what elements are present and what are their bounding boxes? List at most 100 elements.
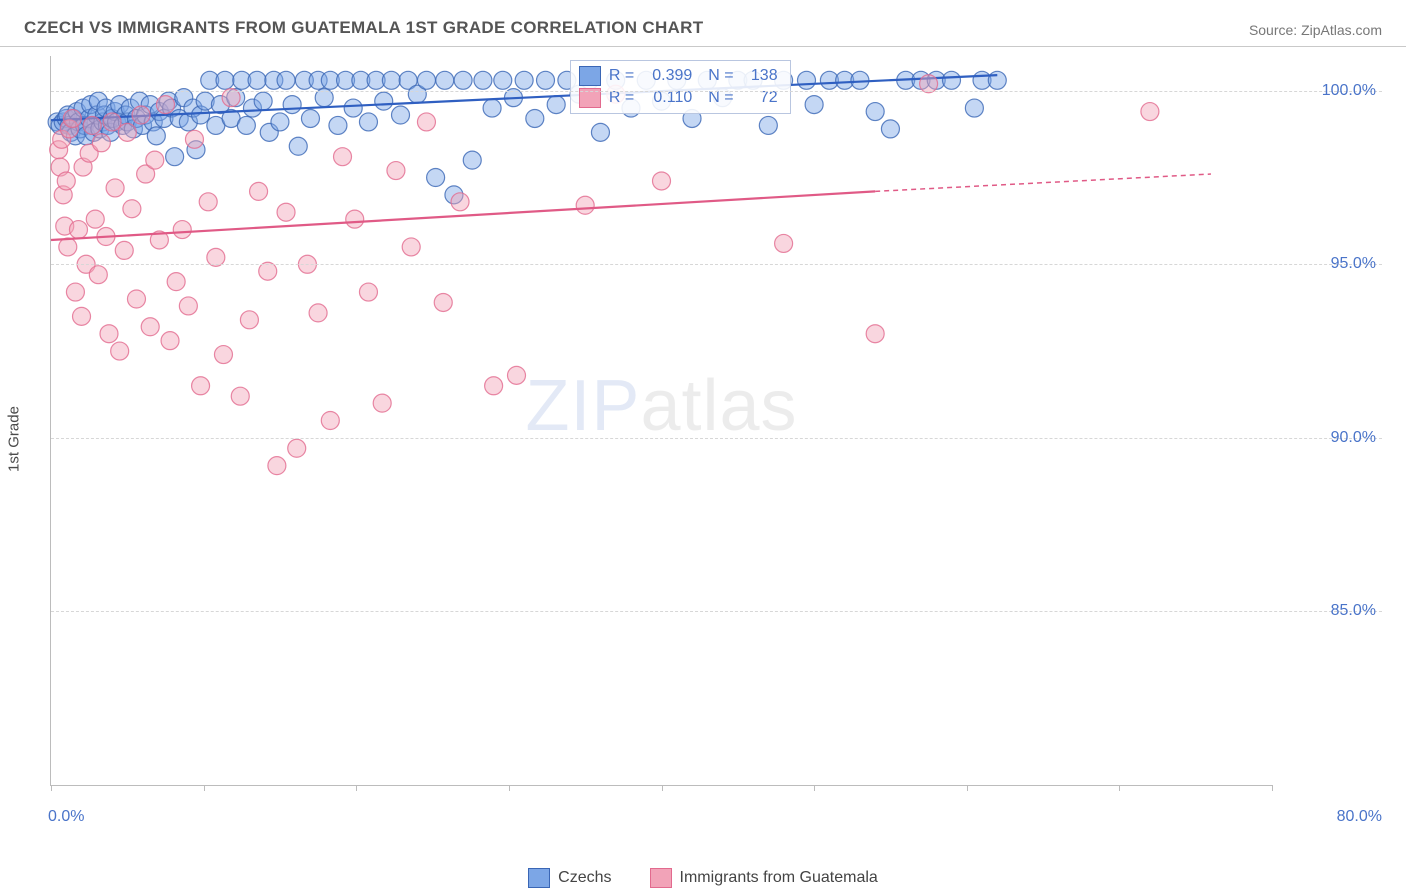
stats-legend-box: R =0.399N =138R =0.110N =72 bbox=[570, 60, 791, 114]
data-point bbox=[156, 96, 174, 114]
data-point bbox=[268, 457, 286, 475]
y-tick-label: 90.0% bbox=[1282, 429, 1376, 447]
data-point bbox=[248, 71, 266, 89]
y-tick-label: 100.0% bbox=[1282, 82, 1376, 100]
y-tick-label: 85.0% bbox=[1282, 602, 1376, 620]
data-point bbox=[214, 346, 232, 364]
data-point bbox=[483, 99, 501, 117]
legend-swatch bbox=[650, 868, 672, 888]
chart-header: CZECH VS IMMIGRANTS FROM GUATEMALA 1ST G… bbox=[0, 0, 1406, 47]
y-axis-title: 1st Grade bbox=[6, 406, 23, 472]
data-point bbox=[653, 172, 671, 190]
data-point bbox=[254, 92, 272, 110]
data-point bbox=[141, 318, 159, 336]
data-point bbox=[485, 377, 503, 395]
data-point bbox=[179, 297, 197, 315]
data-point bbox=[797, 71, 815, 89]
data-point bbox=[123, 200, 141, 218]
data-point bbox=[329, 116, 347, 134]
data-point bbox=[436, 71, 454, 89]
data-point bbox=[881, 120, 899, 138]
data-point bbox=[474, 71, 492, 89]
data-point bbox=[454, 71, 472, 89]
data-point bbox=[309, 304, 327, 322]
data-point bbox=[185, 130, 203, 148]
x-axis-labels: 0.0% 80.0% bbox=[50, 786, 1272, 822]
data-point bbox=[866, 325, 884, 343]
grid-line bbox=[51, 611, 1382, 612]
legend-swatch bbox=[579, 66, 601, 86]
data-point bbox=[66, 283, 84, 301]
data-point bbox=[106, 179, 124, 197]
data-point bbox=[127, 290, 145, 308]
data-point bbox=[289, 137, 307, 155]
data-point bbox=[89, 266, 107, 284]
data-point bbox=[73, 307, 91, 325]
data-point bbox=[866, 103, 884, 121]
data-point bbox=[321, 412, 339, 430]
data-point bbox=[92, 134, 110, 152]
data-point bbox=[161, 332, 179, 350]
data-point bbox=[277, 203, 295, 221]
legend-label: Immigrants from Guatemala bbox=[680, 869, 878, 887]
data-point bbox=[83, 116, 101, 134]
data-point bbox=[59, 238, 77, 256]
chart-title: CZECH VS IMMIGRANTS FROM GUATEMALA 1ST G… bbox=[24, 18, 703, 38]
data-point bbox=[277, 71, 295, 89]
data-point bbox=[515, 71, 533, 89]
data-point bbox=[805, 96, 823, 114]
data-point bbox=[199, 193, 217, 211]
x-axis-end-label: 80.0% bbox=[1282, 808, 1382, 826]
chart-source: Source: ZipAtlas.com bbox=[1249, 22, 1382, 38]
data-point bbox=[373, 394, 391, 412]
data-point bbox=[69, 221, 87, 239]
data-point bbox=[334, 148, 352, 166]
data-point bbox=[434, 293, 452, 311]
data-point bbox=[100, 325, 118, 343]
data-point bbox=[1141, 103, 1159, 121]
data-point bbox=[359, 283, 377, 301]
grid-line bbox=[51, 264, 1382, 265]
data-point bbox=[288, 439, 306, 457]
y-tick-label: 95.0% bbox=[1282, 255, 1376, 273]
data-point bbox=[591, 123, 609, 141]
data-point bbox=[115, 241, 133, 259]
data-point bbox=[547, 96, 565, 114]
r-value: 0.399 bbox=[642, 65, 692, 87]
stats-legend-row: R =0.399N =138 bbox=[579, 65, 778, 87]
data-point bbox=[63, 109, 81, 127]
data-point bbox=[250, 182, 268, 200]
data-point bbox=[526, 109, 544, 127]
data-point bbox=[463, 151, 481, 169]
data-point bbox=[375, 92, 393, 110]
plot-region: ZIPatlas R =0.399N =138R =0.110N =72 85.… bbox=[50, 56, 1272, 786]
data-point bbox=[86, 210, 104, 228]
trend-line-extrapolated bbox=[875, 174, 1211, 191]
data-point bbox=[283, 96, 301, 114]
grid-line bbox=[51, 438, 1382, 439]
n-value: 138 bbox=[742, 65, 778, 87]
data-point bbox=[173, 221, 191, 239]
data-point bbox=[576, 196, 594, 214]
data-point bbox=[344, 99, 362, 117]
data-point bbox=[192, 377, 210, 395]
data-point bbox=[988, 71, 1006, 89]
data-point bbox=[103, 113, 121, 131]
data-point bbox=[402, 238, 420, 256]
n-label: N = bbox=[708, 65, 733, 87]
data-point bbox=[231, 387, 249, 405]
data-point bbox=[167, 273, 185, 291]
data-point bbox=[427, 169, 445, 187]
data-point bbox=[382, 71, 400, 89]
data-point bbox=[965, 99, 983, 117]
data-point bbox=[775, 234, 793, 252]
data-point bbox=[759, 116, 777, 134]
x-tick bbox=[1272, 785, 1273, 791]
legend-item: Czechs bbox=[528, 868, 611, 888]
data-point bbox=[118, 123, 136, 141]
data-point bbox=[451, 193, 469, 211]
data-point bbox=[417, 113, 435, 131]
data-point bbox=[301, 109, 319, 127]
series-legend: Czechs Immigrants from Guatemala bbox=[0, 868, 1406, 888]
legend-item: Immigrants from Guatemala bbox=[650, 868, 878, 888]
